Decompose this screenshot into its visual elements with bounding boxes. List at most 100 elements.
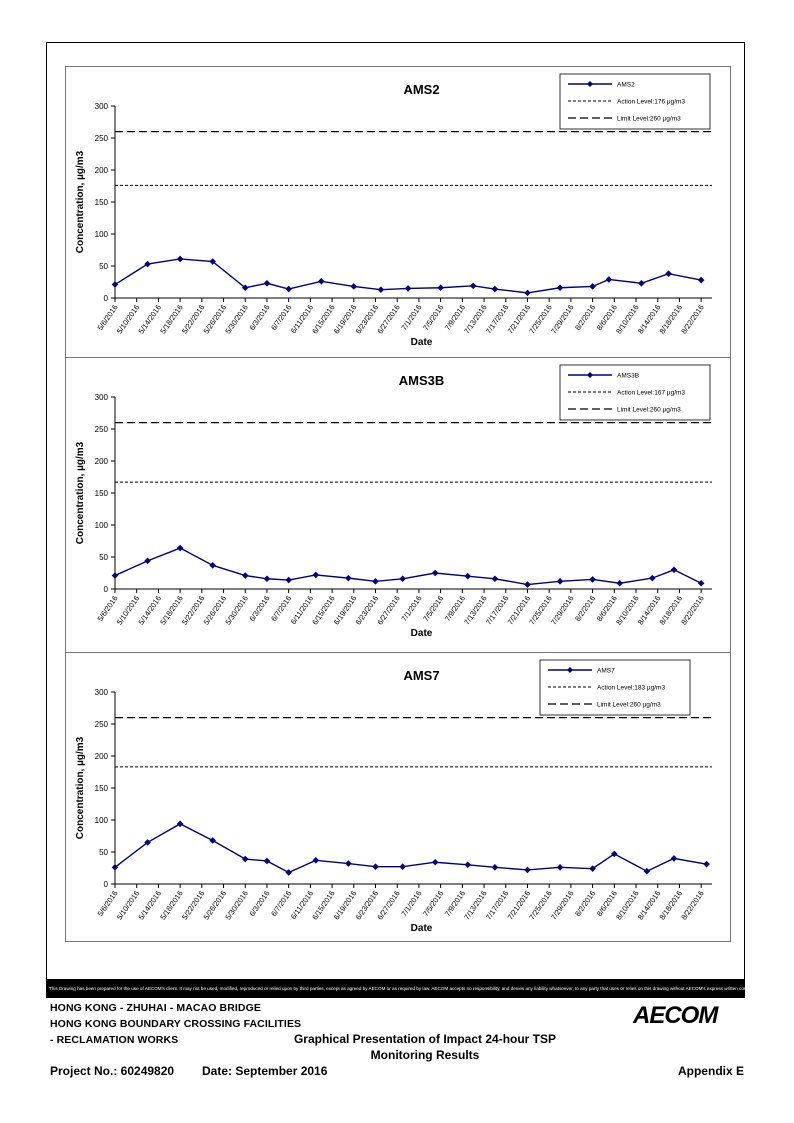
chart-title: AMS3B: [399, 373, 445, 388]
data-point-marker: [556, 864, 564, 871]
chart-ams2: AMS20501001502002503005/6/20165/10/20165…: [75, 73, 712, 348]
data-point-marker: [616, 579, 624, 587]
data-point-marker: [464, 861, 472, 869]
appendix-label: Appendix E: [677, 1064, 744, 1078]
x-tick-label: 7/1/2016: [399, 594, 423, 623]
y-tick-label: 250: [95, 720, 109, 729]
data-point-marker: [372, 578, 379, 585]
x-axis-label: Date: [411, 628, 433, 639]
data-point-marker: [589, 576, 596, 583]
x-tick-label: 7/5/2016: [421, 303, 445, 332]
data-point-marker: [241, 855, 249, 863]
legend-series-label: AMS7: [597, 668, 615, 675]
data-point-marker: [491, 285, 499, 293]
chart-legend: AMS7 Action Level:183 µg/m3 Limit Level:26…: [539, 659, 691, 716]
y-tick-label: 100: [95, 521, 109, 530]
project-title-line-1: HONG KONG - ZHUHAI - MACAO BRIDGE: [50, 1002, 261, 1014]
aecom-logo: AECOM: [633, 1002, 718, 1029]
data-point-marker: [263, 857, 271, 865]
y-tick-label: 200: [95, 752, 109, 761]
y-axis-label: Concentration, µg/m3: [75, 736, 86, 839]
data-point-marker: [589, 283, 596, 290]
data-point-marker: [697, 276, 705, 284]
project-title-line-2: HONG KONG BOUNDARY CROSSING FACILITIES: [50, 1018, 302, 1030]
data-point-marker: [556, 578, 564, 585]
x-tick-label: 8/2/2016: [573, 303, 597, 332]
legend-limit-label: Limit Level:260 µg/m3: [617, 407, 681, 414]
data-point-marker: [670, 855, 678, 862]
data-point-marker: [345, 574, 352, 582]
data-point-marker: [345, 860, 352, 867]
legend-series-marker: [587, 372, 593, 378]
chart-ams7: AMS70501001502002503005/6/20165/10/20165…: [75, 659, 712, 934]
data-point-marker: [469, 282, 477, 290]
data-point-marker: [399, 575, 406, 583]
data-point-marker: [670, 566, 678, 574]
drawing-date: Date: September 2016: [202, 1064, 328, 1078]
data-series-line: [114, 547, 702, 586]
y-tick-label: 150: [95, 489, 109, 498]
project-number: Project No.: 60249820: [50, 1064, 175, 1078]
drawing-frame: [46, 42, 745, 980]
x-tick-label: 6/3/2016: [247, 594, 271, 623]
data-point-marker: [111, 281, 119, 288]
data-point-marker: [209, 837, 216, 844]
data-point-marker: [144, 839, 151, 846]
data-point-marker: [176, 544, 184, 552]
x-tick-label: 7/1/2016: [399, 889, 423, 918]
legend-series-marker: [567, 667, 573, 673]
y-tick-label: 0: [104, 585, 109, 594]
y-tick-label: 0: [104, 880, 109, 889]
data-point-marker: [437, 284, 444, 292]
chart-title: AMS7: [403, 668, 439, 683]
data-point-marker: [665, 270, 672, 277]
data-point-marker: [111, 864, 119, 871]
x-tick-label: 8/2/2016: [573, 889, 597, 918]
y-tick-label: 200: [95, 166, 109, 175]
data-point-marker: [176, 820, 184, 828]
drawing-subtitle-line-2: Monitoring Results: [370, 1048, 480, 1062]
data-point-marker: [312, 571, 320, 579]
y-tick-label: 100: [95, 230, 109, 239]
data-point-marker: [431, 569, 439, 577]
data-point-marker: [285, 576, 292, 584]
chart-ams3b: AMS3B0501001502002503005/6/20165/10/2016…: [75, 364, 712, 639]
x-axis-label: Date: [411, 337, 433, 348]
y-tick-label: 300: [95, 393, 109, 402]
x-tick-label: 7/1/2016: [399, 303, 423, 332]
data-point-marker: [312, 857, 320, 864]
data-point-marker: [703, 860, 710, 868]
data-point-marker: [611, 850, 618, 858]
data-point-marker: [404, 285, 412, 292]
legend-action-label: Action Level:183 µg/m3: [597, 685, 665, 692]
legend-series-label: AMS3B: [617, 373, 639, 380]
y-tick-label: 200: [95, 457, 109, 466]
data-point-marker: [605, 276, 613, 283]
data-point-marker: [464, 572, 472, 580]
data-point-marker: [556, 284, 564, 292]
data-point-marker: [144, 260, 151, 268]
y-tick-label: 300: [95, 102, 109, 111]
data-point-marker: [643, 867, 651, 875]
disclaimer-bar: This Drawing has been prepared for the u…: [46, 980, 745, 998]
data-point-marker: [209, 562, 216, 569]
data-point-marker: [285, 285, 292, 293]
drawing-subtitle-line-1: Graphical Presentation of Impact 24-hour…: [293, 1032, 557, 1046]
y-axis-label: Concentration, µg/m3: [75, 441, 86, 544]
data-point-marker: [209, 258, 216, 265]
chart-panel-ams2: AMS2 0 50 100 150 200 250 300 5/6/2016 5/10/2016 5…: [65, 66, 731, 358]
data-point-marker: [285, 869, 292, 876]
y-tick-label: 300: [95, 688, 109, 697]
x-tick-label: 7/5/2016: [421, 594, 445, 623]
y-axis-label: Concentration, µg/m3: [75, 150, 86, 253]
data-point-marker: [263, 279, 271, 287]
data-series-line: [114, 823, 707, 874]
data-point-marker: [697, 579, 705, 587]
data-point-marker: [144, 557, 151, 565]
y-tick-label: 0: [104, 294, 109, 303]
x-tick-label: 7/5/2016: [421, 889, 445, 918]
data-point-marker: [111, 572, 119, 579]
chart-panel-ams7: AMS7 0 50 100 150 200 250 300 5/6/2016 5/10/2016 5…: [65, 652, 731, 942]
data-point-marker: [377, 286, 385, 293]
x-tick-label: 6/3/2016: [247, 303, 271, 332]
